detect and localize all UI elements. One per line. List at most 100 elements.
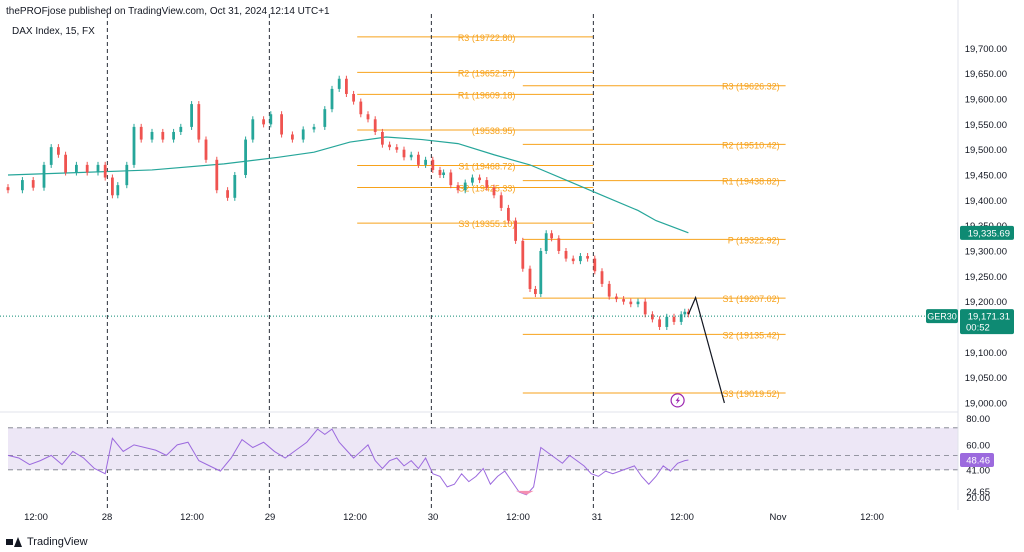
candle-body — [571, 258, 575, 262]
axis-layer: 19,700.00 19,650.00 19,600.00 19,550.00 19,5… — [0, 0, 1007, 523]
candle-body — [31, 180, 35, 188]
candle-body — [381, 131, 384, 145]
candle-body — [683, 311, 687, 315]
candle-body — [507, 207, 510, 221]
pivot-label: R2 (19652.57) — [458, 68, 516, 78]
candle-body — [438, 169, 442, 176]
price-tick-label: 19,200.00 — [965, 297, 1007, 308]
candle-body — [456, 185, 460, 191]
time-tick-label: 12:00 — [24, 512, 48, 523]
ma-value-tag — [960, 225, 1014, 240]
footer[interactable]: TradingView — [6, 536, 88, 548]
candle-body — [226, 190, 229, 198]
candle-body — [42, 164, 46, 188]
candle-body — [534, 288, 537, 295]
time-tick-label: 12:00 — [180, 512, 204, 523]
candle-body — [579, 256, 582, 262]
rsi-tick-label: 20.00 — [966, 493, 990, 504]
candle-body — [600, 271, 604, 284]
price-tick-label: 19,450.00 — [965, 171, 1007, 182]
rsi-line — [7, 428, 689, 496]
pivot-label: S3 (19355.10) — [458, 219, 515, 229]
ma-layer — [7, 136, 689, 234]
pivot-label: S1 (19468.72) — [458, 162, 515, 172]
rsi-value-tag — [960, 453, 994, 468]
pivot-label: R2 (19510.42) — [722, 140, 780, 150]
candle-body — [233, 175, 237, 198]
lightning-glyph — [675, 396, 681, 405]
candle-body — [471, 177, 474, 183]
price-tick-label: 19,000.00 — [965, 398, 1007, 409]
rsi-tick-label: 60.00 — [966, 440, 990, 451]
candle-body — [132, 126, 136, 165]
candle-body — [499, 195, 503, 208]
price-tick-label: 19,700.00 — [965, 44, 1007, 55]
candle-body — [139, 126, 143, 140]
rsi-tick-label: 80.00 — [966, 414, 990, 425]
candle-body — [492, 187, 496, 196]
candle-body — [564, 250, 568, 259]
candle-body — [251, 119, 255, 140]
price-tick-label: 19,300.00 — [965, 246, 1007, 257]
candle-body — [672, 316, 676, 322]
candle-body — [111, 177, 114, 196]
pivot-label: P (19322.92) — [728, 235, 780, 245]
candle-body — [373, 119, 377, 132]
time-tick-label: Nov — [770, 512, 787, 523]
candle-body — [521, 240, 525, 269]
candle-body — [550, 233, 553, 239]
candle-body — [161, 131, 165, 140]
candle-body — [269, 114, 273, 125]
symbol-tag — [926, 309, 958, 324]
candle-body — [622, 299, 625, 302]
candle-body — [352, 93, 355, 102]
pivot-label: R3 (19626.32) — [722, 82, 780, 92]
projection-layer — [670, 295, 725, 408]
pivot-label: S2 (19135.42) — [723, 330, 780, 340]
candle-body — [388, 144, 391, 148]
rsi-value-label: 48.46 — [966, 456, 990, 467]
candle-body — [301, 129, 305, 140]
rsi-tick-label: 24.65 — [966, 487, 990, 498]
candle-body — [103, 164, 107, 178]
price-tick-label: 19,550.00 — [965, 120, 1007, 131]
candle-body — [557, 238, 561, 251]
candle-body — [651, 314, 654, 320]
time-tick-label: 12:00 — [343, 512, 367, 523]
symbol-tag-label: GER30 — [927, 312, 957, 322]
candle-body — [85, 164, 89, 173]
candle-body — [442, 172, 445, 176]
symbol-title[interactable]: DAX Index, 15, FX — [12, 26, 95, 37]
candle-body — [417, 154, 420, 165]
candle-body — [75, 164, 78, 173]
pivot-label: R3 (19722.80) — [458, 33, 516, 43]
candle-body — [395, 147, 399, 150]
price-tick-label: 19,050.00 — [965, 373, 1007, 384]
candle-body — [96, 164, 100, 173]
candle-body — [679, 314, 683, 322]
candle-body — [528, 268, 532, 289]
last-price-label: 19,171.31 — [968, 312, 1010, 323]
candle-body — [643, 301, 647, 315]
price-tick-label: 19,500.00 — [965, 145, 1007, 156]
countdown-label: 00:52 — [966, 323, 990, 334]
ma-value-label: 19,335.69 — [968, 228, 1010, 239]
candle-body — [615, 296, 618, 300]
time-tick-label: 28 — [102, 512, 113, 523]
candle-body — [150, 131, 154, 140]
price-tick-label: 19,250.00 — [965, 272, 1007, 283]
candle-body — [312, 126, 316, 130]
candle-body — [125, 164, 129, 186]
candle-body — [179, 126, 183, 132]
pivot-label: S3 (19019.52) — [723, 389, 780, 399]
candle-body — [449, 172, 453, 186]
moving-average-line — [7, 136, 689, 234]
tradingview-logo-icon — [6, 537, 22, 547]
candle-body — [409, 154, 413, 158]
candle-body — [607, 283, 611, 297]
candle-body — [514, 220, 517, 241]
candle-body — [539, 250, 543, 295]
footer-brand: TradingView — [27, 536, 88, 548]
candle-body — [402, 149, 406, 158]
